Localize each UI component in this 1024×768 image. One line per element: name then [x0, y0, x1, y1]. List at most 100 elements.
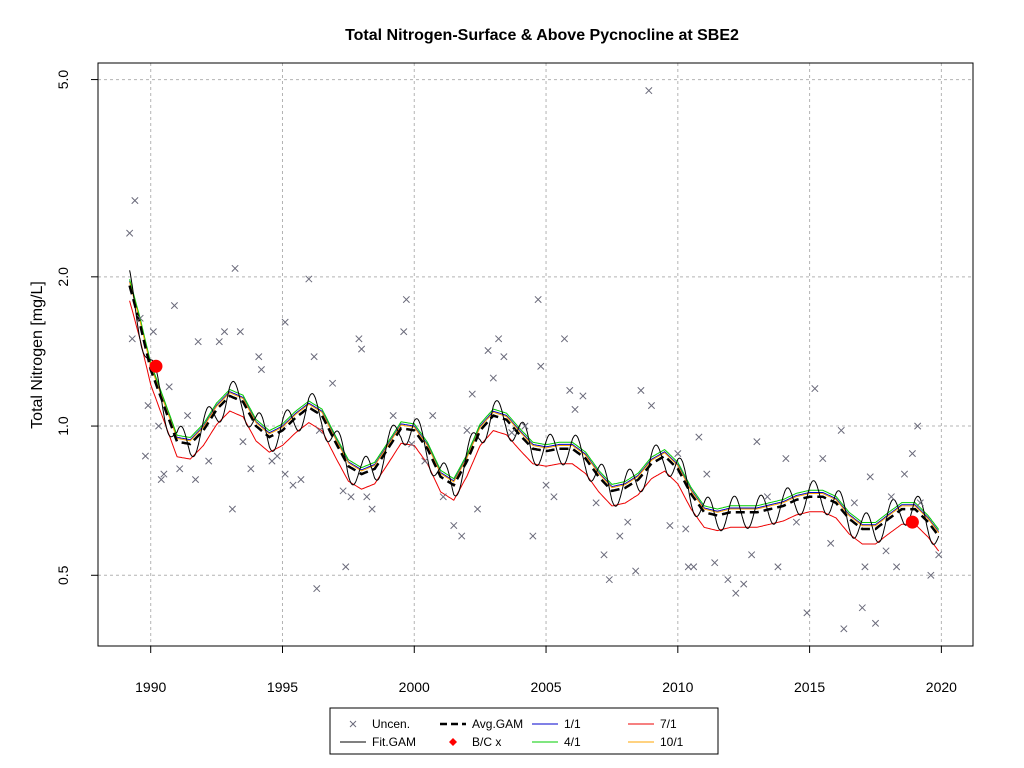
- uncen-point-stroke: [400, 328, 408, 336]
- uncen-point: [408, 440, 416, 448]
- uncen-point-stroke: [782, 454, 790, 463]
- uncen-point-stroke: [141, 452, 149, 460]
- uncen-point: [732, 589, 740, 597]
- uncen-point-stroke: [329, 379, 337, 387]
- uncen-point-stroke: [774, 563, 782, 571]
- series-line-1-1: [129, 281, 940, 533]
- uncen-point-stroke: [521, 422, 529, 430]
- uncen-point: [368, 505, 376, 513]
- uncen-point-stroke: [632, 567, 640, 575]
- uncen-point: [400, 328, 408, 336]
- uncen-point: [402, 295, 410, 304]
- uncensored-points: [126, 87, 943, 633]
- uncen-point: [645, 87, 653, 95]
- uncen-point: [605, 576, 613, 584]
- uncen-point: [724, 576, 732, 584]
- uncen-point: [837, 426, 845, 434]
- uncen-point: [695, 433, 703, 441]
- uncen-point: [297, 475, 305, 484]
- uncen-point: [355, 335, 363, 343]
- uncen-point-stroke: [358, 345, 366, 353]
- uncen-point-stroke: [239, 438, 247, 446]
- uncen-point-stroke: [500, 353, 508, 361]
- bc-points: [149, 359, 919, 529]
- uncen-point-stroke: [342, 563, 350, 571]
- uncen-point-stroke: [468, 390, 476, 398]
- uncen-point: [170, 302, 178, 310]
- uncen-point-stroke: [724, 576, 732, 584]
- uncen-point: [637, 386, 645, 394]
- uncen-point: [339, 487, 347, 495]
- uncen-point: [141, 452, 149, 460]
- uncen-point: [157, 475, 165, 484]
- uncen-point-stroke: [231, 264, 239, 272]
- y-tick-label: 5.0: [55, 70, 71, 90]
- uncen-point-stroke: [571, 405, 579, 414]
- uncen-point: [289, 481, 297, 489]
- uncen-point-stroke: [666, 521, 674, 530]
- uncen-point-stroke: [402, 295, 410, 304]
- uncen-point: [281, 318, 289, 326]
- uncen-point-stroke: [637, 386, 645, 394]
- uncen-point: [840, 625, 848, 633]
- uncen-point: [542, 481, 550, 489]
- legend-label: Fit.GAM: [372, 735, 416, 749]
- uncen-point: [205, 457, 213, 465]
- uncen-point-stroke: [297, 475, 305, 484]
- uncen-point: [927, 571, 935, 579]
- uncen-point-stroke: [529, 532, 537, 540]
- uncen-point: [421, 457, 429, 465]
- uncen-point-stroke: [126, 229, 134, 237]
- uncen-point-stroke: [566, 386, 574, 394]
- uncen-point: [850, 499, 858, 507]
- uncen-point: [819, 454, 827, 463]
- y-tick-label: 2.0: [55, 267, 71, 287]
- uncen-point: [458, 532, 466, 540]
- uncen-point-stroke: [421, 457, 429, 465]
- uncen-point-stroke: [157, 475, 165, 484]
- uncen-point: [131, 197, 139, 205]
- uncen-point-stroke: [682, 525, 690, 533]
- uncen-point: [893, 563, 901, 571]
- uncen-point-stroke: [363, 493, 371, 501]
- uncen-point: [500, 353, 508, 361]
- legend-box: [329, 707, 719, 755]
- uncen-point: [529, 532, 537, 540]
- uncen-point: [176, 465, 184, 473]
- legend-swatch: [349, 720, 357, 728]
- uncen-point: [468, 390, 476, 398]
- x-tick-label: 1990: [135, 679, 166, 695]
- y-axis: 0.5 1.0 2.0 5.0: [55, 70, 98, 585]
- uncen-point-stroke: [871, 619, 880, 627]
- uncen-point: [155, 422, 163, 430]
- uncen-point-stroke: [144, 401, 152, 410]
- uncen-point: [916, 499, 924, 507]
- uncen-point: [231, 264, 239, 272]
- uncen-point-stroke: [763, 493, 771, 501]
- uncen-point: [861, 563, 869, 571]
- uncen-point: [310, 353, 318, 361]
- uncen-point: [144, 401, 152, 410]
- uncen-point-stroke: [149, 328, 157, 336]
- avg-gam-line: [128, 285, 940, 537]
- uncen-point-stroke: [473, 505, 482, 513]
- uncen-point-stroke: [674, 450, 682, 458]
- uncen-point-stroke: [647, 401, 656, 410]
- uncen-point-stroke: [858, 604, 866, 612]
- uncen-point: [273, 452, 281, 460]
- uncen-point-stroke: [131, 197, 139, 205]
- uncen-point-stroke: [811, 385, 819, 393]
- uncen-point-stroke: [935, 551, 943, 559]
- uncen-point-stroke: [205, 457, 213, 465]
- uncen-point: [632, 567, 640, 575]
- uncen-point-stroke: [339, 487, 347, 495]
- uncen-point-stroke: [257, 366, 265, 374]
- uncen-point: [579, 392, 587, 400]
- legend-label: 7/1: [660, 717, 677, 731]
- uncen-point: [128, 335, 136, 343]
- legend-label: 4/1: [564, 735, 581, 749]
- uncen-point-stroke: [893, 563, 901, 571]
- uncen-point: [674, 450, 682, 458]
- uncen-point: [194, 338, 202, 346]
